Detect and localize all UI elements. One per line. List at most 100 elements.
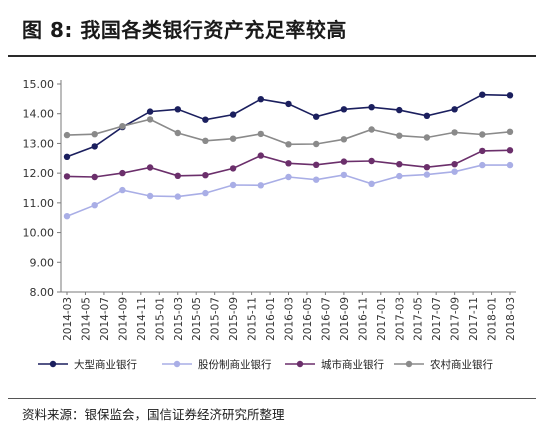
data-point xyxy=(202,189,209,197)
data-point xyxy=(229,135,237,142)
data-point xyxy=(313,140,320,148)
data-point xyxy=(368,104,375,111)
footer-divider xyxy=(8,398,536,399)
data-point xyxy=(479,161,486,169)
data-point xyxy=(146,116,154,123)
x-tick-label: 2017-07 xyxy=(431,297,443,341)
data-point xyxy=(119,123,126,130)
data-point xyxy=(257,130,264,138)
data-point xyxy=(202,137,209,144)
y-tick-label: 12.00 xyxy=(23,167,55,180)
x-tick-label: 2016-03 xyxy=(284,297,296,341)
data-point xyxy=(146,192,154,200)
data-point xyxy=(285,160,292,167)
data-point xyxy=(479,91,486,98)
figure-title: 图 8: 我国各类银行资产充足率较高 xyxy=(22,18,347,42)
data-point xyxy=(229,165,237,172)
x-tick-label: 2018-01 xyxy=(487,297,499,341)
x-tick-label: 2015-07 xyxy=(210,297,222,341)
data-point xyxy=(451,161,458,168)
x-tick-label: 2014-07 xyxy=(99,297,111,341)
data-point xyxy=(368,126,375,133)
legend-label: 城市商业银行 xyxy=(321,358,384,371)
legend-marker xyxy=(49,360,57,368)
data-point xyxy=(174,193,181,200)
x-tick-label: 2014-09 xyxy=(117,297,129,341)
data-point xyxy=(91,143,98,150)
data-point xyxy=(285,141,292,148)
data-point xyxy=(423,134,431,141)
x-tick-label: 2017-01 xyxy=(376,297,388,341)
data-point xyxy=(313,176,320,183)
data-point xyxy=(146,164,154,171)
data-point xyxy=(91,202,98,209)
y-tick-label: 10.00 xyxy=(23,227,55,240)
x-tick-label: 2015-05 xyxy=(191,297,203,341)
title-divider xyxy=(8,55,536,57)
data-point xyxy=(313,113,320,120)
data-point xyxy=(423,112,431,120)
data-point xyxy=(506,161,514,169)
data-point xyxy=(451,129,458,136)
x-tick-label: 2017-05 xyxy=(413,297,425,341)
figure-header: 图 8: 我国各类银行资产充足率较高 xyxy=(0,0,542,57)
data-point xyxy=(340,171,348,179)
legend-marker xyxy=(405,360,413,368)
x-tick-label: 2017-03 xyxy=(394,297,406,341)
data-point xyxy=(506,147,514,154)
data-point xyxy=(119,186,126,194)
data-point xyxy=(396,172,403,180)
data-point xyxy=(396,132,403,139)
x-tick-label: 2014-03 xyxy=(62,297,74,341)
data-point xyxy=(285,100,292,108)
data-point xyxy=(340,106,348,113)
legend-marker xyxy=(173,360,181,368)
data-point xyxy=(368,157,375,165)
y-tick-label: 8.00 xyxy=(30,286,55,299)
x-tick-label: 2017-11 xyxy=(468,297,480,341)
x-tick-label: 2016-09 xyxy=(339,297,351,341)
legend-label: 股份制商业银行 xyxy=(198,358,272,371)
data-point xyxy=(423,164,431,171)
data-point xyxy=(91,173,98,181)
data-point xyxy=(174,172,181,179)
x-tick-label: 2014-05 xyxy=(80,297,92,341)
x-tick-label: 2016-05 xyxy=(302,297,314,341)
y-tick-label: 14.00 xyxy=(23,108,55,121)
legend-label: 大型商业银行 xyxy=(74,358,137,371)
x-tick-label: 2015-03 xyxy=(173,297,185,341)
data-point xyxy=(174,129,181,137)
data-point xyxy=(257,96,264,103)
y-tick-label: 13.00 xyxy=(23,137,55,150)
data-point xyxy=(479,131,486,138)
x-tick-label: 2017-09 xyxy=(450,297,462,341)
data-point xyxy=(479,147,486,155)
y-tick-label: 11.00 xyxy=(23,197,55,210)
data-point xyxy=(313,161,320,168)
data-point xyxy=(396,106,403,114)
data-point xyxy=(257,152,264,159)
data-point xyxy=(229,111,237,118)
x-tick-label: 2015-01 xyxy=(154,297,166,341)
x-tick-label: 2014-11 xyxy=(136,297,148,341)
data-point xyxy=(174,106,181,113)
x-tick-label: 2015-09 xyxy=(228,297,240,341)
data-point xyxy=(63,131,71,139)
data-point xyxy=(63,213,71,220)
data-point xyxy=(63,173,71,180)
data-point xyxy=(451,106,458,113)
data-point xyxy=(146,108,154,115)
series-line-4 xyxy=(66,118,511,146)
data-point xyxy=(119,169,126,177)
data-point xyxy=(340,136,348,143)
line-chart: 8.00 9.00 10.00 11.00 12.00 13.00 14.00 15.00 20… xyxy=(23,78,518,371)
data-point xyxy=(506,92,514,99)
y-tick-label: 15.00 xyxy=(23,78,55,91)
data-point xyxy=(257,182,264,189)
x-tick-label: 2018-03 xyxy=(505,297,517,341)
data-point xyxy=(340,158,348,165)
data-point xyxy=(285,173,292,181)
series-line-2 xyxy=(66,164,510,217)
data-point xyxy=(202,116,209,123)
legend-marker xyxy=(296,360,304,368)
